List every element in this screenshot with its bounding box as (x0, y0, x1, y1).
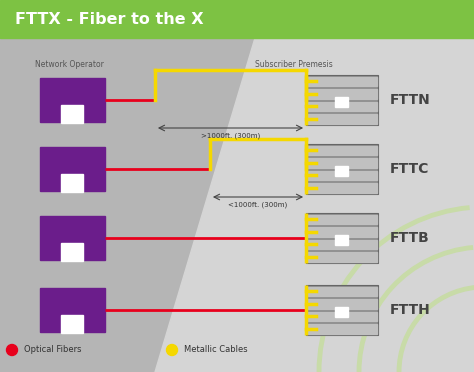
Bar (336, 235, 348, 245)
Bar (39, 288, 104, 332)
Text: Optical Fibers: Optical Fibers (24, 346, 82, 355)
Bar (308, 183, 376, 192)
Bar (336, 97, 348, 107)
Bar (308, 215, 376, 224)
Bar (308, 240, 376, 249)
Text: FTTX - Fiber to the X: FTTX - Fiber to the X (15, 12, 204, 26)
Bar (308, 102, 376, 111)
Bar (308, 89, 376, 99)
Bar (306, 144, 378, 194)
Bar (61, 243, 83, 261)
Circle shape (7, 344, 18, 356)
Bar (0, 0, 474, 38)
Bar (306, 213, 378, 263)
Bar (308, 286, 376, 296)
Bar (336, 166, 348, 176)
Circle shape (166, 344, 177, 356)
Bar (308, 77, 376, 86)
Bar (308, 299, 376, 308)
Text: FTTH: FTTH (390, 303, 431, 317)
Text: FTTC: FTTC (390, 162, 429, 176)
Bar (308, 114, 376, 124)
Bar (336, 307, 348, 317)
Text: Network Operator: Network Operator (35, 60, 104, 69)
Bar (39, 147, 104, 191)
Bar (61, 105, 83, 123)
Text: <1000ft. (300m): <1000ft. (300m) (228, 201, 288, 208)
Bar (308, 158, 376, 167)
Polygon shape (0, 38, 255, 372)
Text: Subscriber Premesis: Subscriber Premesis (255, 60, 333, 69)
Bar (308, 170, 376, 180)
Bar (39, 78, 104, 122)
Text: FTTN: FTTN (390, 93, 431, 107)
Bar (308, 252, 376, 262)
Bar (308, 145, 376, 155)
Text: FTTB: FTTB (390, 231, 430, 245)
Bar (306, 285, 378, 335)
Bar (39, 216, 104, 260)
Polygon shape (155, 38, 474, 372)
Text: >1000ft. (300m): >1000ft. (300m) (201, 132, 260, 138)
Bar (61, 315, 83, 333)
Bar (308, 324, 376, 334)
Bar (308, 227, 376, 237)
Text: Metallic Cables: Metallic Cables (184, 346, 247, 355)
Bar (308, 311, 376, 321)
Bar (61, 174, 83, 192)
Bar (306, 75, 378, 125)
